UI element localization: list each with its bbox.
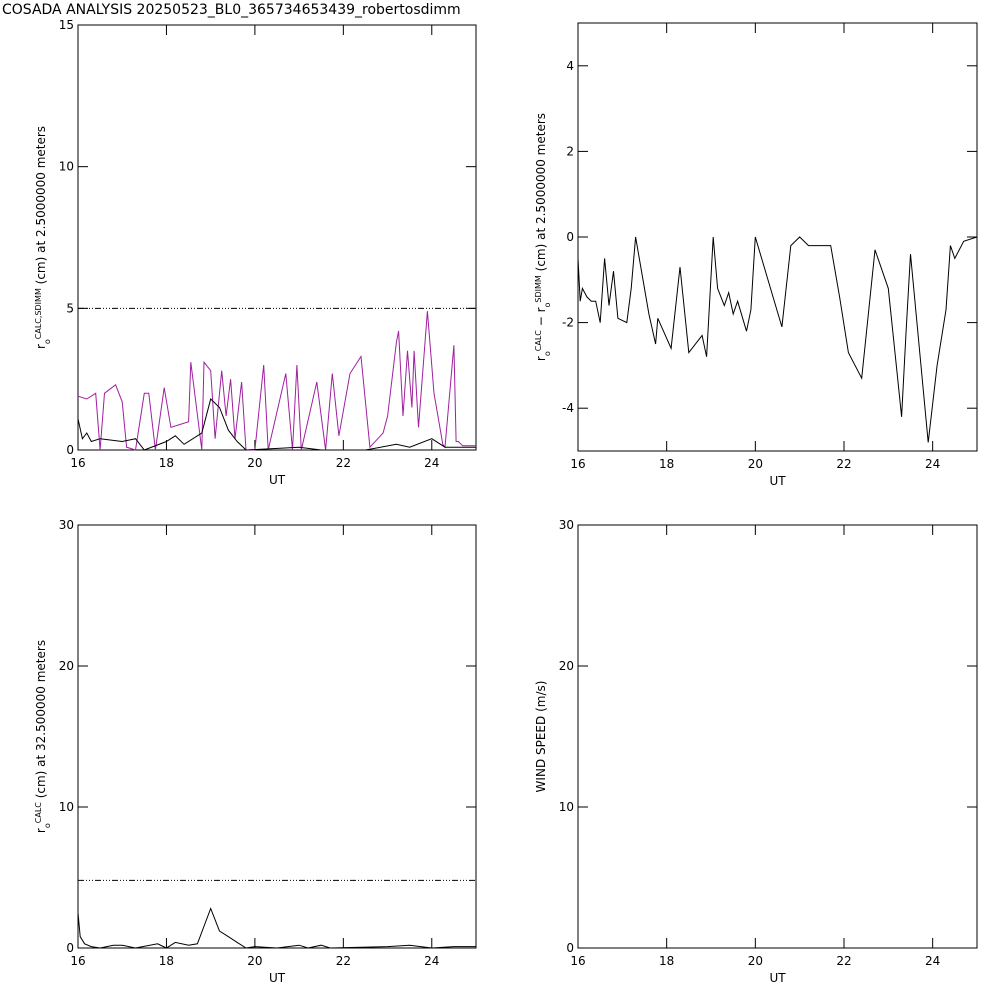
x-tick-label: 16 — [570, 954, 585, 968]
x-tick-label: 20 — [247, 456, 262, 470]
y-tick-label: 30 — [559, 518, 574, 532]
x-tick-label: 24 — [424, 456, 439, 470]
y-axis-label-part: (cm) at 2.5000000 meters — [534, 113, 548, 275]
y-axis-label: roCALC (cm) at 32.500000 meters — [34, 640, 52, 833]
x-tick-label: 20 — [247, 954, 262, 968]
x-tick-label: 24 — [925, 954, 940, 968]
x-tick-label: 22 — [336, 954, 351, 968]
y-axis-label-part: o — [43, 339, 52, 344]
page-title: COSADA ANALYSIS 20250523_BL0_36573465343… — [2, 2, 461, 18]
x-tick-label: 22 — [336, 456, 351, 470]
panel: 16 18 20 22 24 0 10 20 30 UT roCALC (cm) at 32.500… — [34, 518, 477, 985]
panel: 16 18 20 22 24 0 10 20 30 UT WIND SPEED (m/s) — [534, 518, 978, 985]
x-tick-label: 16 — [70, 954, 85, 968]
data-line — [77, 311, 476, 451]
y-axis-label-part: o — [43, 823, 52, 828]
y-tick-label: 4 — [566, 59, 574, 73]
plot-frame — [577, 524, 978, 949]
x-axis-label: UT — [269, 971, 286, 985]
x-tick-label: 18 — [159, 954, 174, 968]
y-tick-label: 2 — [566, 144, 574, 158]
data-line — [577, 236, 978, 443]
x-tick-label: 22 — [836, 457, 851, 471]
y-axis-label-part: o — [543, 351, 552, 356]
x-tick-label: 20 — [748, 457, 763, 471]
y-axis-label-part: r — [34, 344, 48, 349]
y-axis-label-part: − r — [534, 307, 548, 330]
y-tick-label: 20 — [559, 659, 574, 673]
y-tick-label: -4 — [562, 401, 574, 415]
x-axis-label: UT — [769, 474, 786, 488]
y-tick-label: 20 — [59, 659, 74, 673]
x-tick-label: 20 — [748, 954, 763, 968]
y-axis-label-part: WIND SPEED (m/s) — [534, 681, 548, 793]
y-axis-label-part: CALC,SDIMM — [34, 288, 43, 339]
y-tick-label: 0 — [566, 941, 574, 955]
x-tick-label: 16 — [570, 457, 585, 471]
y-tick-label: 0 — [66, 443, 74, 457]
x-tick-label: 24 — [925, 457, 940, 471]
y-axis-label-part: CALC — [34, 802, 43, 824]
y-axis-label-part: CALC — [534, 330, 543, 352]
y-tick-label: 10 — [59, 160, 74, 174]
x-tick-label: 18 — [659, 457, 674, 471]
y-axis-label-part: (cm) at 2.5000000 meters — [34, 126, 48, 288]
x-axis-label: UT — [269, 473, 286, 487]
y-tick-label: 30 — [59, 518, 74, 532]
y-tick-label: 0 — [66, 941, 74, 955]
y-tick-label: 0 — [566, 230, 574, 244]
y-axis-label-part: r — [534, 356, 548, 361]
x-tick-label: 22 — [836, 954, 851, 968]
data-line — [77, 907, 476, 949]
y-axis-label-part: r — [34, 828, 48, 833]
y-tick-label: 5 — [66, 301, 74, 315]
x-tick-label: 18 — [659, 954, 674, 968]
y-axis-label-part: (cm) at 32.500000 meters — [34, 640, 48, 802]
x-tick-label: 24 — [424, 954, 439, 968]
y-tick-label: -2 — [562, 316, 574, 330]
y-axis-label: roCALC − roSDIMM (cm) at 2.5000000 meter… — [534, 113, 552, 361]
data-line — [77, 398, 476, 451]
plot-frame — [77, 24, 477, 451]
x-tick-label: 18 — [159, 456, 174, 470]
y-tick-label: 10 — [59, 800, 74, 814]
y-axis-label-part: SDIMM — [534, 275, 543, 303]
y-axis-label: WIND SPEED (m/s) — [534, 681, 548, 793]
y-axis-label: roCALC,SDIMM (cm) at 2.5000000 meters — [34, 126, 52, 349]
y-axis-label-part: o — [543, 302, 552, 307]
panel: 16 18 20 22 24 0 5 10 15 UT roCALC,SDIMM (cm) at 2… — [34, 18, 477, 487]
y-tick-label: 15 — [59, 18, 74, 32]
x-tick-label: 16 — [70, 456, 85, 470]
x-axis-label: UT — [769, 971, 786, 985]
y-tick-label: 10 — [559, 800, 574, 814]
